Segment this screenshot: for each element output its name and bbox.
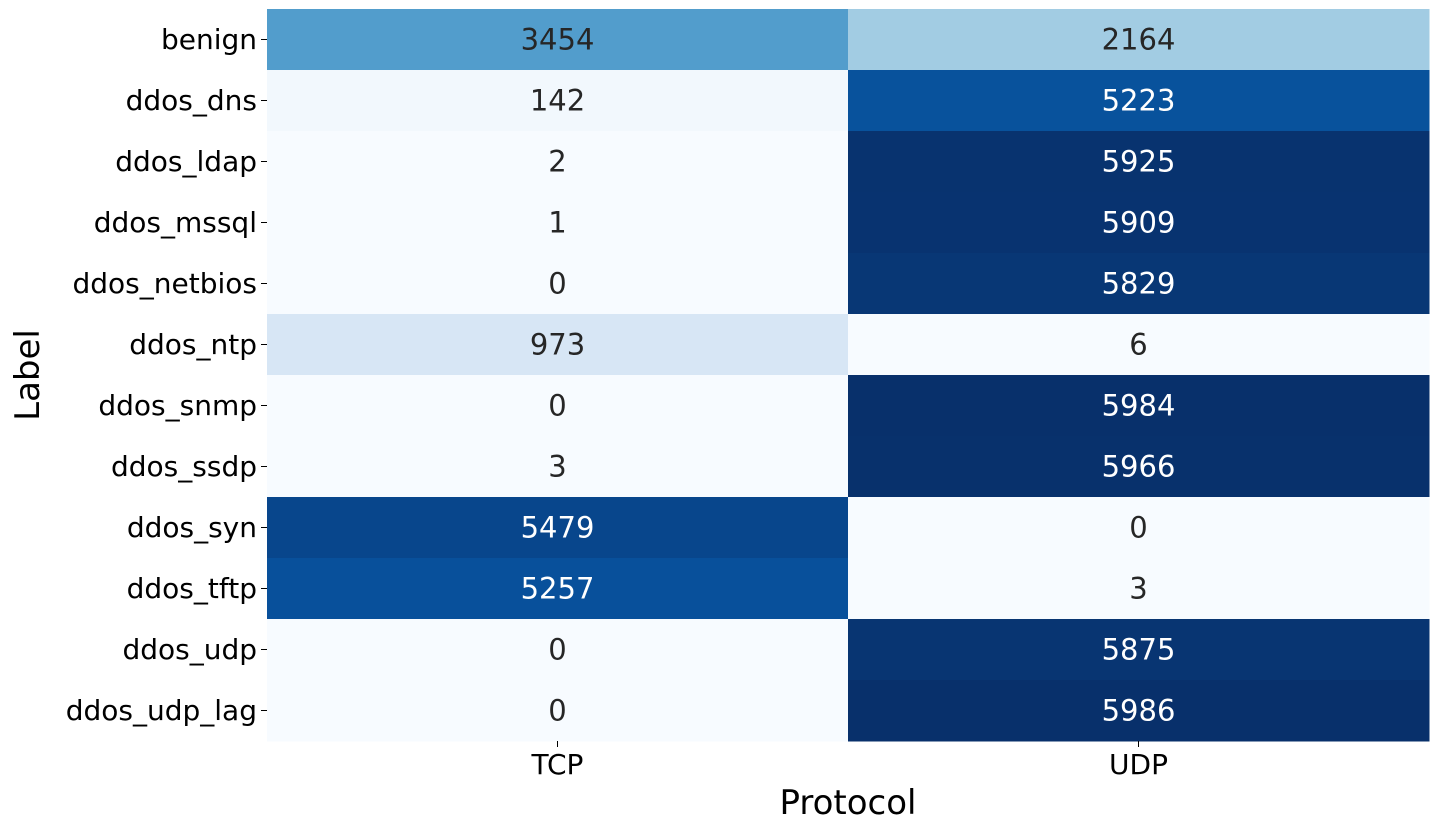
- heatmap-cell-ddos_udp-UDP: [848, 619, 1430, 681]
- cell-value-label: 142: [530, 84, 585, 118]
- y-tick-label: ddos_ldap: [115, 145, 257, 178]
- cell-value-label: 5925: [1102, 145, 1176, 179]
- y-tick-label: ddos_udp_lag: [66, 694, 257, 727]
- heatmap-cell-ddos_syn-TCP: [267, 497, 849, 559]
- heatmap-cells: [267, 9, 1430, 742]
- heatmap-cell-ddos_dns-UDP: [848, 70, 1430, 132]
- cell-value-label: 5829: [1102, 267, 1176, 301]
- heatmap-cell-ddos_ntp-UDP: [848, 314, 1430, 376]
- heatmap-cell-labels: 3454 2164 142 5223 2 5925 1 5909 0 5829 973 6 0 5984 3…: [521, 23, 1176, 728]
- heatmap-cell-ddos_ldap-UDP: [848, 131, 1430, 193]
- heatmap-cell-ddos_ldap-TCP: [267, 131, 849, 193]
- x-tick-label: TCP: [531, 748, 584, 781]
- cell-value-label: 1: [548, 206, 566, 240]
- y-axis: benign ddos_dns ddos_ldap ddos_mssql ddos_ne…: [66, 23, 267, 727]
- cell-value-label: 5984: [1102, 389, 1176, 423]
- heatmap-cell-ddos_snmp-UDP: [848, 375, 1430, 437]
- heatmap-cell-ddos_netbios-UDP: [848, 253, 1430, 315]
- y-axis-title: Label: [8, 329, 48, 421]
- cell-value-label: 3: [548, 450, 566, 484]
- cell-value-label: 5909: [1102, 206, 1176, 240]
- heatmap-cell-benign-UDP: [848, 9, 1430, 71]
- cell-value-label: 5986: [1102, 694, 1176, 728]
- heatmap-cell-ddos_ssdp-UDP: [848, 436, 1430, 498]
- y-tick-label: ddos_ssdp: [111, 450, 257, 483]
- x-axis-title: Protocol: [779, 783, 916, 823]
- cell-value-label: 3454: [521, 23, 595, 57]
- heatmap-cell-benign-TCP: [267, 9, 849, 71]
- heatmap-cell-ddos_syn-UDP: [848, 497, 1430, 559]
- y-tick-label: ddos_dns: [126, 84, 257, 117]
- x-axis: TCP UDP: [531, 741, 1168, 781]
- y-tick-label: ddos_snmp: [98, 389, 257, 422]
- cell-value-label: 973: [530, 328, 585, 362]
- cell-value-label: 2: [548, 145, 566, 179]
- y-tick-label: ddos_syn: [127, 511, 257, 544]
- heatmap-cell-ddos_netbios-TCP: [267, 253, 849, 315]
- heatmap-cell-ddos_udp-TCP: [267, 619, 849, 681]
- cell-value-label: 0: [548, 389, 566, 423]
- y-tick-label: ddos_mssql: [94, 206, 257, 239]
- cell-value-label: 0: [548, 267, 566, 301]
- cell-value-label: 3: [1129, 572, 1147, 606]
- heatmap-cell-ddos_snmp-TCP: [267, 375, 849, 437]
- cell-value-label: 0: [1129, 511, 1147, 545]
- heatmap-cell-ddos_mssql-UDP: [848, 192, 1430, 254]
- heatmap-cell-ddos_tftp-UDP: [848, 558, 1430, 620]
- y-tick-label: ddos_ntp: [129, 328, 257, 361]
- y-tick-label: ddos_netbios: [73, 267, 258, 300]
- cell-value-label: 0: [548, 633, 566, 667]
- heatmap-cell-ddos_mssql-TCP: [267, 192, 849, 254]
- heatmap-cell-ddos_tftp-TCP: [267, 558, 849, 620]
- cell-value-label: 5257: [521, 572, 595, 606]
- cell-value-label: 5966: [1102, 450, 1176, 484]
- heatmap-cell-ddos_udp_lag-TCP: [267, 680, 849, 742]
- cell-value-label: 5479: [521, 511, 595, 545]
- heatmap-cell-ddos_ntp-TCP: [267, 314, 849, 376]
- cell-value-label: 5223: [1102, 84, 1176, 118]
- cell-value-label: 5875: [1102, 633, 1176, 667]
- cell-value-label: 0: [548, 694, 566, 728]
- y-tick-label: ddos_udp: [122, 633, 257, 666]
- y-tick-label: benign: [161, 23, 257, 56]
- x-tick-label: UDP: [1109, 748, 1168, 781]
- heatmap-cell-ddos_dns-TCP: [267, 70, 849, 132]
- cell-value-label: 2164: [1102, 23, 1176, 57]
- y-tick-label: ddos_tftp: [127, 572, 257, 605]
- heatmap-cell-ddos_ssdp-TCP: [267, 436, 849, 498]
- cell-value-label: 6: [1129, 328, 1147, 362]
- heatmap-cell-ddos_udp_lag-UDP: [848, 680, 1430, 742]
